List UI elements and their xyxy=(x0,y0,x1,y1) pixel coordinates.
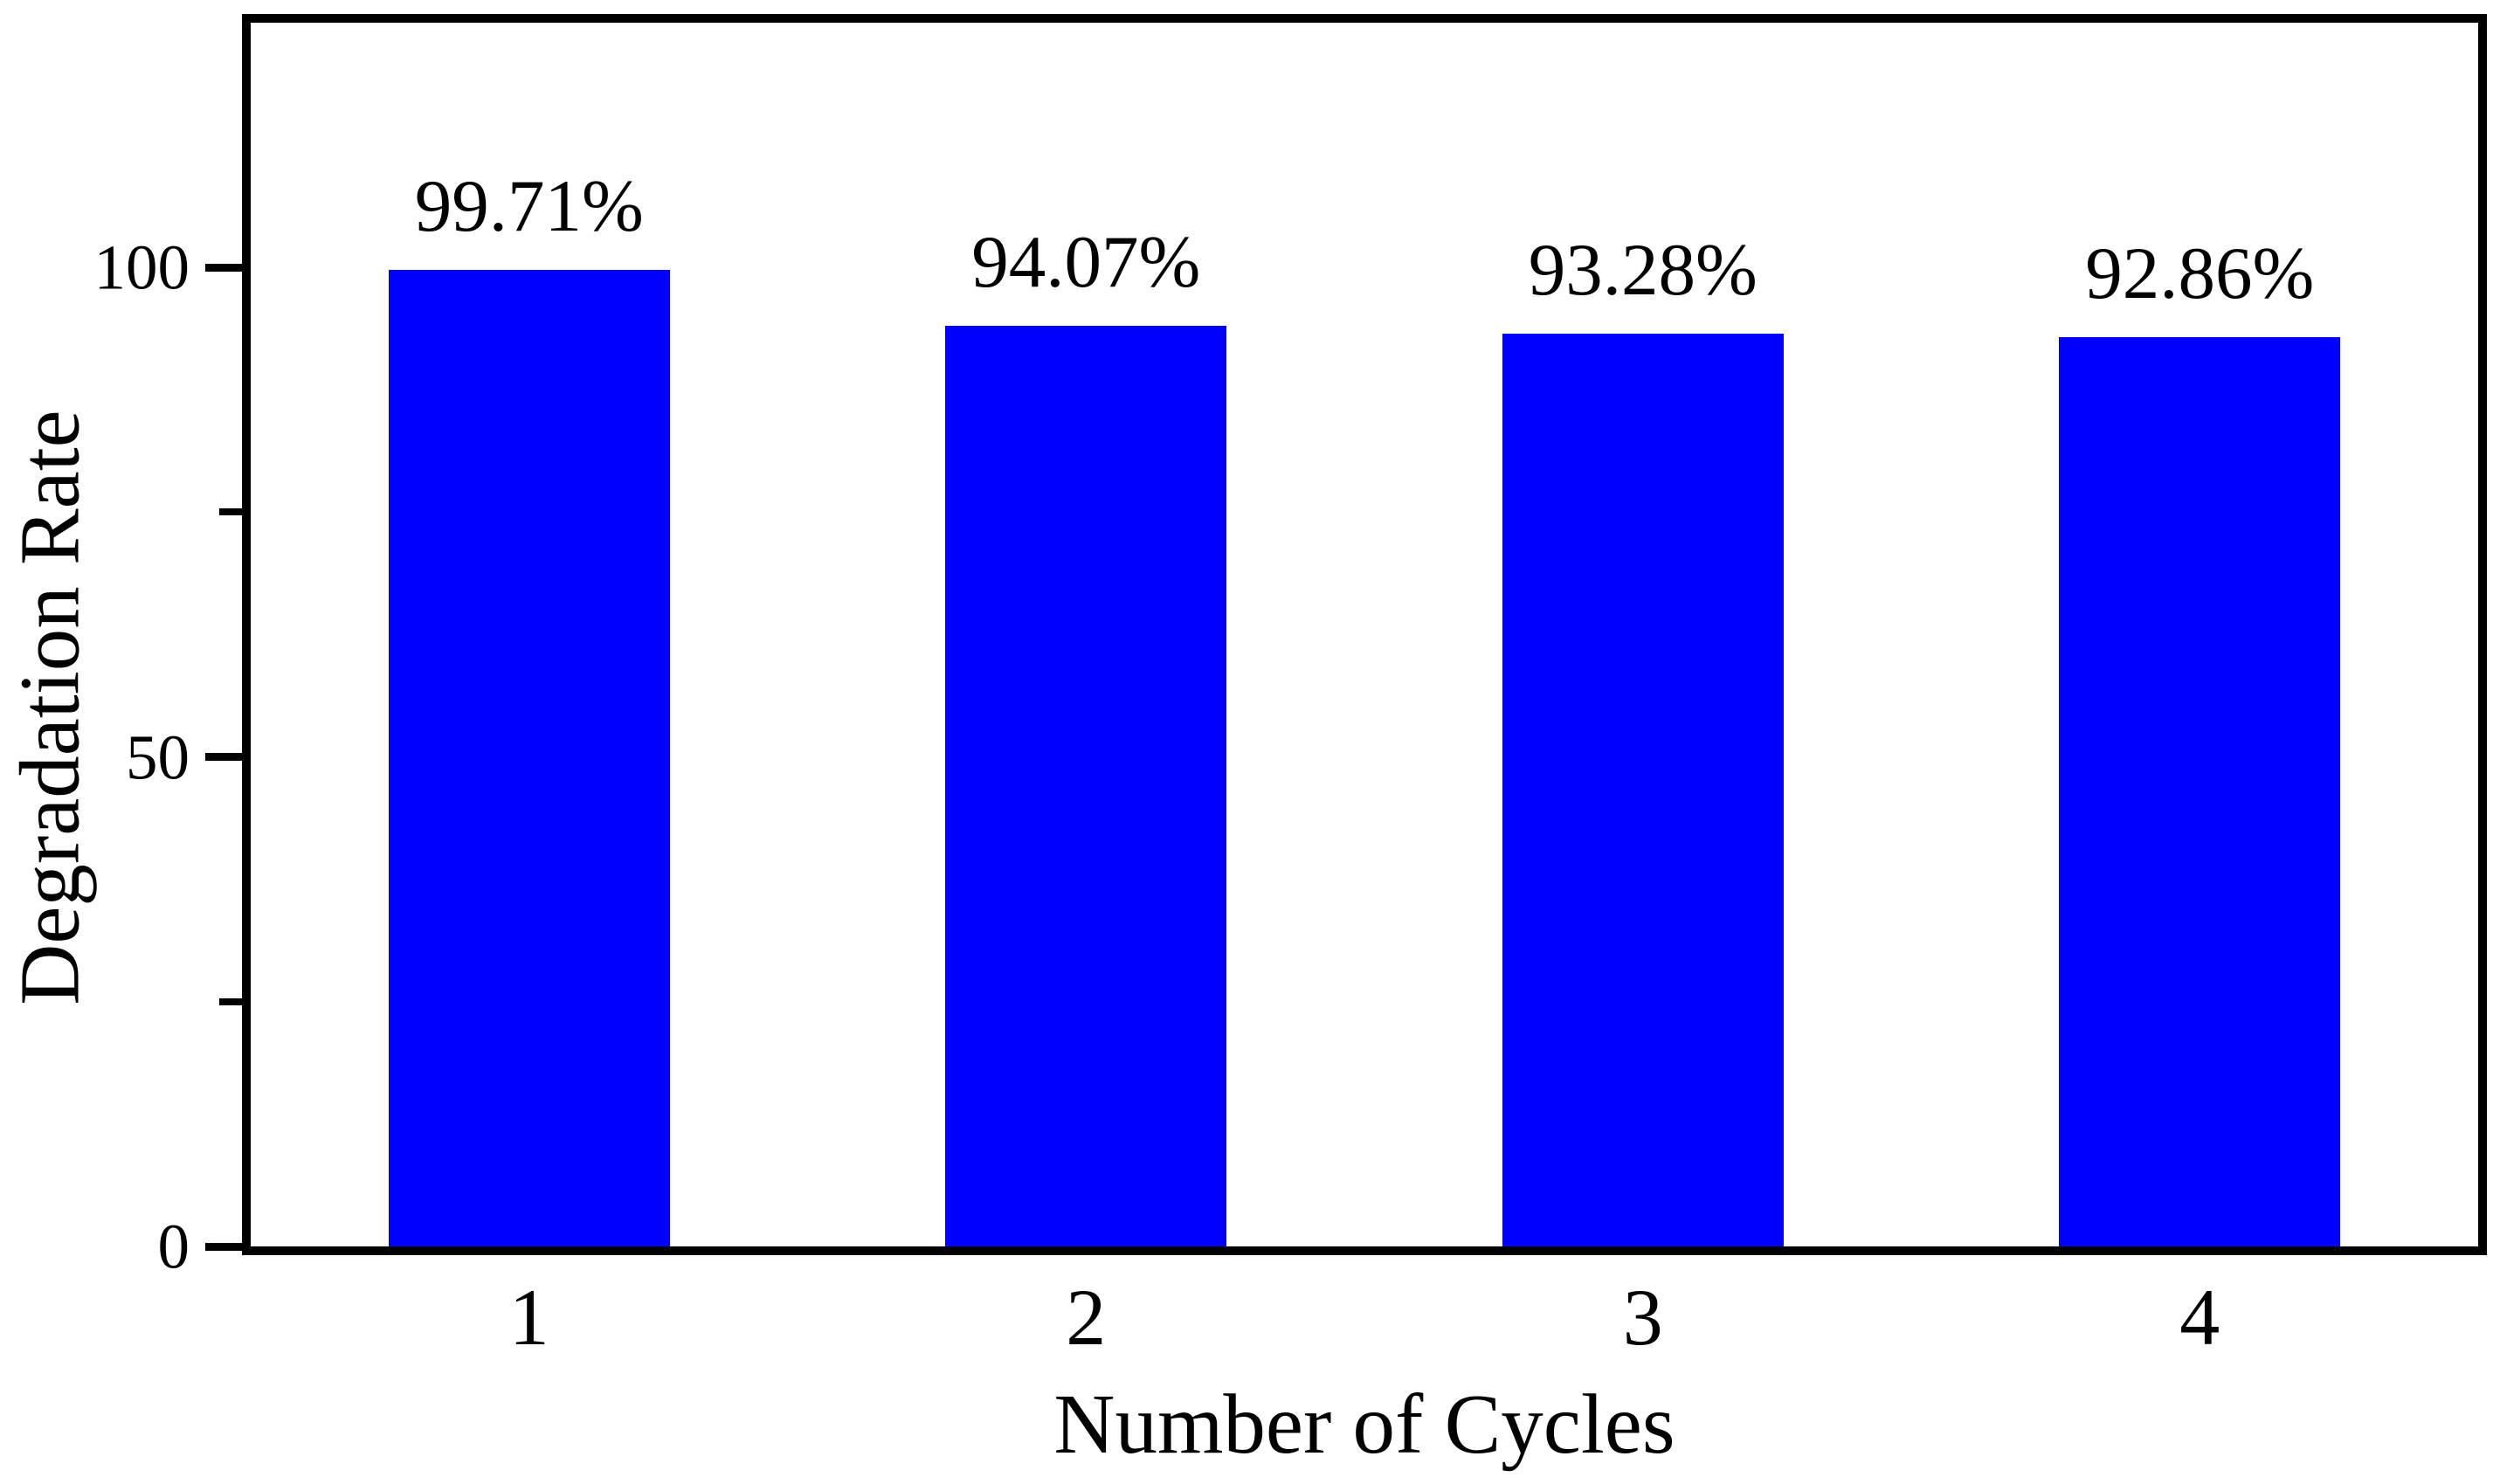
plot-area: 0 50 100 99.71% 1 94.07% 2 93.28% 3 92.86% 4 xyxy=(94,14,2487,1357)
x-tick-label: 3 xyxy=(1622,1273,1663,1362)
y-tick-label: 50 xyxy=(126,721,190,793)
bar-value-label: 92.86% xyxy=(2085,232,2315,315)
y-axis-title: Degradation Rate xyxy=(3,410,97,1005)
x-tick-label: 2 xyxy=(1066,1273,1107,1362)
bar xyxy=(1502,333,1784,1246)
bar-value-label: 94.07% xyxy=(971,220,1201,303)
bar-value-label: 99.71% xyxy=(414,165,644,248)
bar xyxy=(2059,337,2341,1246)
x-axis-title: Number of Cycles xyxy=(1053,1377,1675,1471)
bar-value-label: 93.28% xyxy=(1528,228,1758,311)
y-major-tick xyxy=(205,753,242,762)
y-major-tick xyxy=(205,1242,242,1251)
y-tick-label: 100 xyxy=(93,231,190,303)
x-tick-label: 1 xyxy=(508,1273,549,1362)
y-tick-label: 0 xyxy=(157,1211,190,1282)
y-minor-tick xyxy=(219,508,242,516)
bar xyxy=(945,325,1227,1246)
y-major-tick xyxy=(205,263,242,272)
x-tick-label: 4 xyxy=(2179,1273,2220,1362)
bar xyxy=(388,270,670,1246)
y-minor-tick xyxy=(219,997,242,1005)
